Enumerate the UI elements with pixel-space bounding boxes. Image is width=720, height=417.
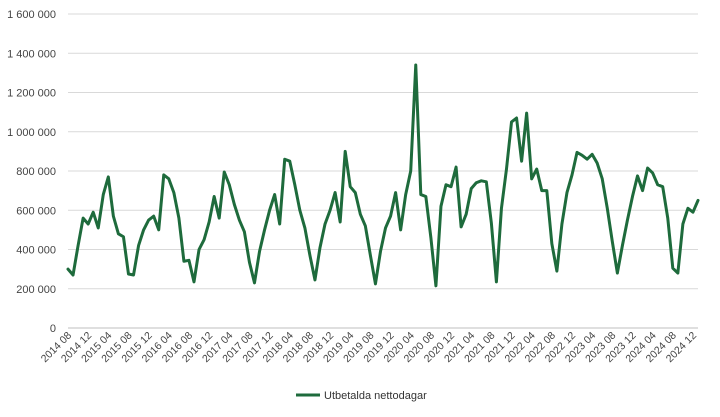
y-tick-label: 1 000 000 [7,127,56,139]
legend: Utbetalda nettodagar [296,390,427,402]
y-tick-label: 0 [50,323,56,335]
y-tick-label: 600 000 [16,205,56,217]
y-tick-label: 1 400 000 [7,48,56,60]
y-tick-label: 200 000 [16,284,56,296]
series-line-utbetalda-nettodagar [66,63,700,288]
y-tick-label: 400 000 [16,245,56,257]
series-layer [66,63,700,288]
y-axis-tick-labels: 0 200 000 400 000 600 000 800 000 1 000 000 1 … [7,9,56,335]
y-tick-label: 800 000 [16,166,56,178]
gridlines [68,13,698,290]
y-tick-label: 1 200 000 [7,88,56,100]
y-tick-label: 1 600 000 [7,9,56,21]
legend-label: Utbetalda nettodagar [324,390,427,402]
